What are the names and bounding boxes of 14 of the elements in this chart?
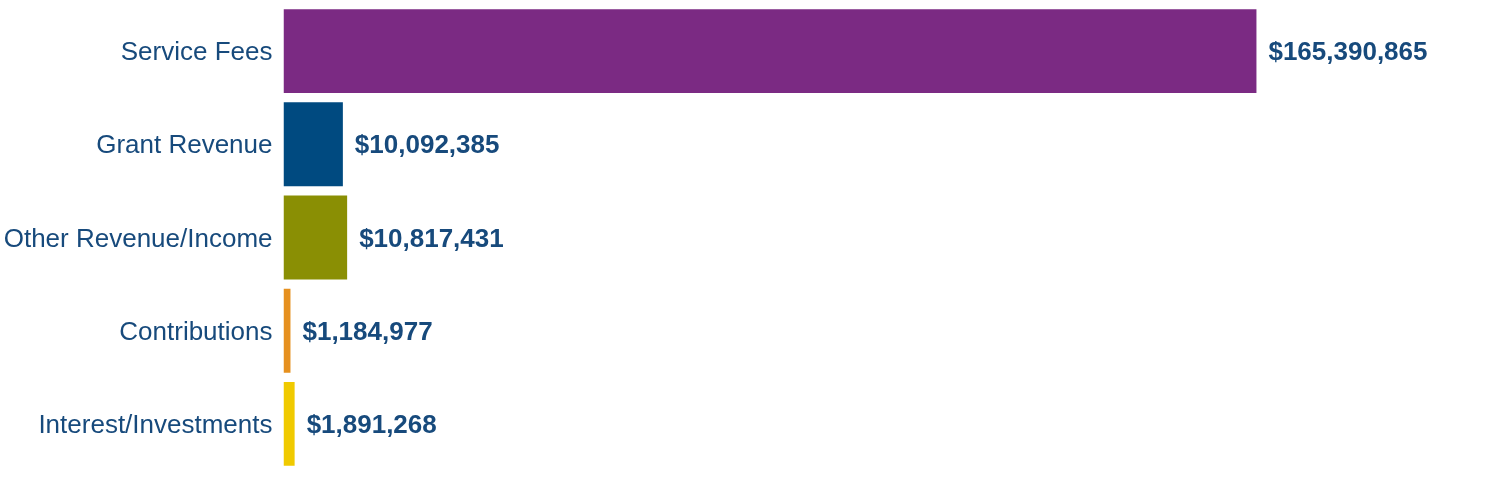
y-tick-label: Other Revenue/Income bbox=[3, 222, 273, 253]
data-label: $1,184,977 bbox=[302, 315, 433, 346]
bar bbox=[283, 102, 343, 187]
y-tick-label: Contributions bbox=[119, 315, 273, 346]
data-label: $1,891,268 bbox=[306, 408, 437, 439]
y-tick-label: Grant Revenue bbox=[96, 129, 273, 160]
bar bbox=[283, 195, 348, 280]
bar bbox=[283, 9, 1257, 94]
data-label: $10,092,385 bbox=[354, 129, 500, 160]
data-label: $10,817,431 bbox=[359, 222, 504, 253]
bar bbox=[283, 381, 295, 466]
data-label: $165,390,865 bbox=[1268, 36, 1428, 67]
y-tick-label: Service Fees bbox=[120, 36, 273, 67]
y-tick-label: Interest/Investments bbox=[38, 408, 273, 439]
